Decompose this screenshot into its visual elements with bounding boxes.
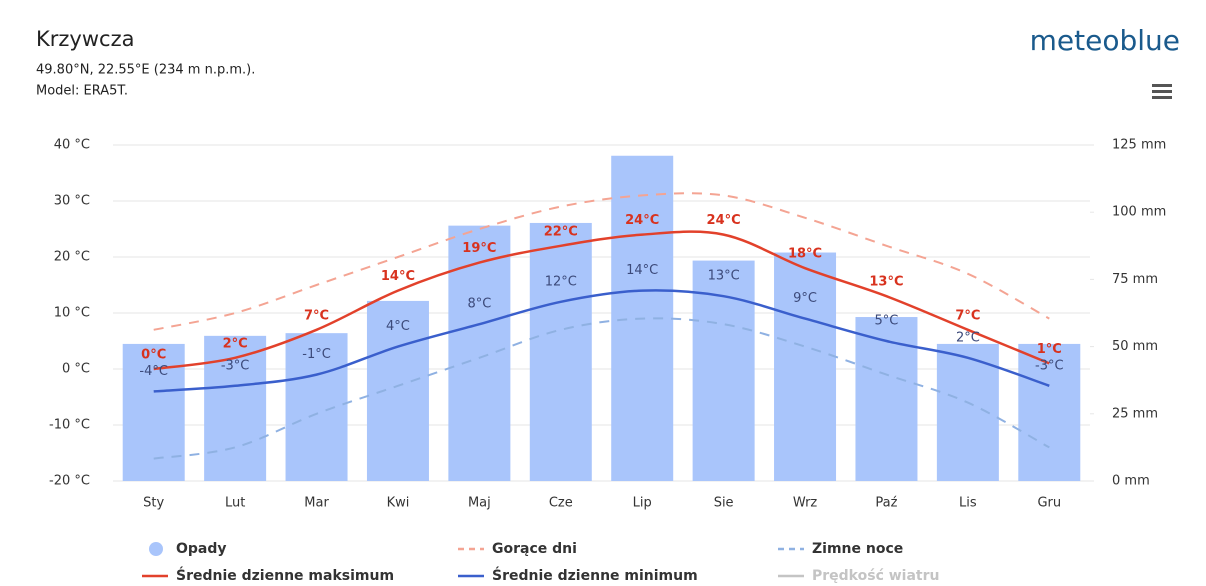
data-label: 24°C [707, 213, 741, 228]
x-tick-label: Kwi [387, 496, 410, 511]
precip-bar [366, 300, 429, 481]
data-label: -3°C [221, 358, 250, 373]
x-tick-label: Cze [549, 496, 573, 511]
x-tick-label: Sie [714, 496, 734, 511]
data-label: 4°C [386, 319, 410, 334]
y-tick-label: 0 °C [62, 362, 90, 377]
data-label: 13°C [708, 269, 740, 284]
data-label: 7°C [955, 308, 980, 323]
x-tick-label: Mar [304, 496, 329, 511]
data-label: 2°C [223, 336, 248, 351]
precip-bar [285, 333, 348, 481]
x-tick-label: Gru [1037, 496, 1061, 511]
x-tick-label: Maj [468, 496, 491, 511]
menu-icon[interactable] [1152, 84, 1172, 99]
data-label: 0°C [141, 348, 166, 363]
data-label: 1°C [1037, 342, 1062, 357]
legend-label: Zimne noce [812, 541, 903, 557]
y2-tick-label: 125 mm [1112, 138, 1166, 153]
dashed-line [153, 192, 1050, 331]
data-label: 2°C [956, 330, 980, 345]
data-label: 18°C [788, 247, 822, 262]
temp-line [153, 230, 1050, 371]
data-label: 9°C [793, 291, 817, 306]
y2-tick-label: 50 mm [1112, 339, 1158, 354]
data-label: 19°C [462, 241, 496, 256]
x-tick-label: Sty [143, 496, 164, 511]
data-label: -1°C [302, 347, 331, 362]
legend-label: Prędkość wiatru [812, 568, 939, 584]
chart-subtitle: 49.80°N, 22.55°E (234 m n.p.m.). [36, 63, 255, 78]
chart-model: Model: ERA5T. [36, 84, 128, 99]
data-label: 14°C [381, 269, 415, 284]
chart-title: Krzywcza [36, 27, 134, 51]
data-label: 8°C [467, 297, 491, 312]
x-tick-label: Lis [959, 496, 977, 511]
data-label: 5°C [875, 314, 899, 329]
x-tick-label: Lut [225, 496, 245, 511]
precip-bar [204, 335, 267, 481]
data-label: 22°C [544, 224, 578, 239]
y-tick-label: 20 °C [54, 250, 90, 265]
data-label: 14°C [626, 263, 658, 278]
y2-tick-label: 25 mm [1112, 406, 1158, 421]
legend-swatch [149, 542, 163, 556]
data-label: -3°C [1035, 358, 1064, 373]
x-tick-label: Wrz [793, 496, 818, 511]
legend-label: Średnie dzienne minimum [492, 566, 698, 584]
dashed-line [153, 317, 1050, 460]
y-tick-label: 30 °C [54, 194, 90, 209]
y2-tick-label: 0 mm [1112, 474, 1150, 489]
data-label: -4°C [139, 364, 168, 379]
legend-label: Gorące dni [492, 541, 577, 557]
x-tick-label: Lip [633, 496, 652, 511]
y-tick-label: 10 °C [54, 306, 90, 321]
brand-logo: meteoblue [1030, 24, 1180, 57]
temp-line [153, 289, 1050, 393]
data-label: 12°C [545, 274, 577, 289]
data-label: 7°C [304, 308, 329, 323]
x-tick-label: Paź [875, 496, 897, 511]
y-tick-label: -20 °C [49, 474, 90, 489]
legend-label: Średnie dzienne maksimum [176, 566, 394, 584]
y-tick-label: -10 °C [49, 418, 90, 433]
precip-bar [448, 225, 511, 481]
data-label: 24°C [625, 213, 659, 228]
precip-bar [529, 222, 592, 481]
precip-bar [774, 252, 837, 481]
y-tick-label: 40 °C [54, 138, 90, 153]
y2-tick-label: 75 mm [1112, 272, 1158, 287]
data-label: 13°C [869, 275, 903, 290]
y2-tick-label: 100 mm [1112, 205, 1166, 220]
precip-bar [1018, 343, 1081, 481]
legend-label: Opady [176, 541, 227, 557]
